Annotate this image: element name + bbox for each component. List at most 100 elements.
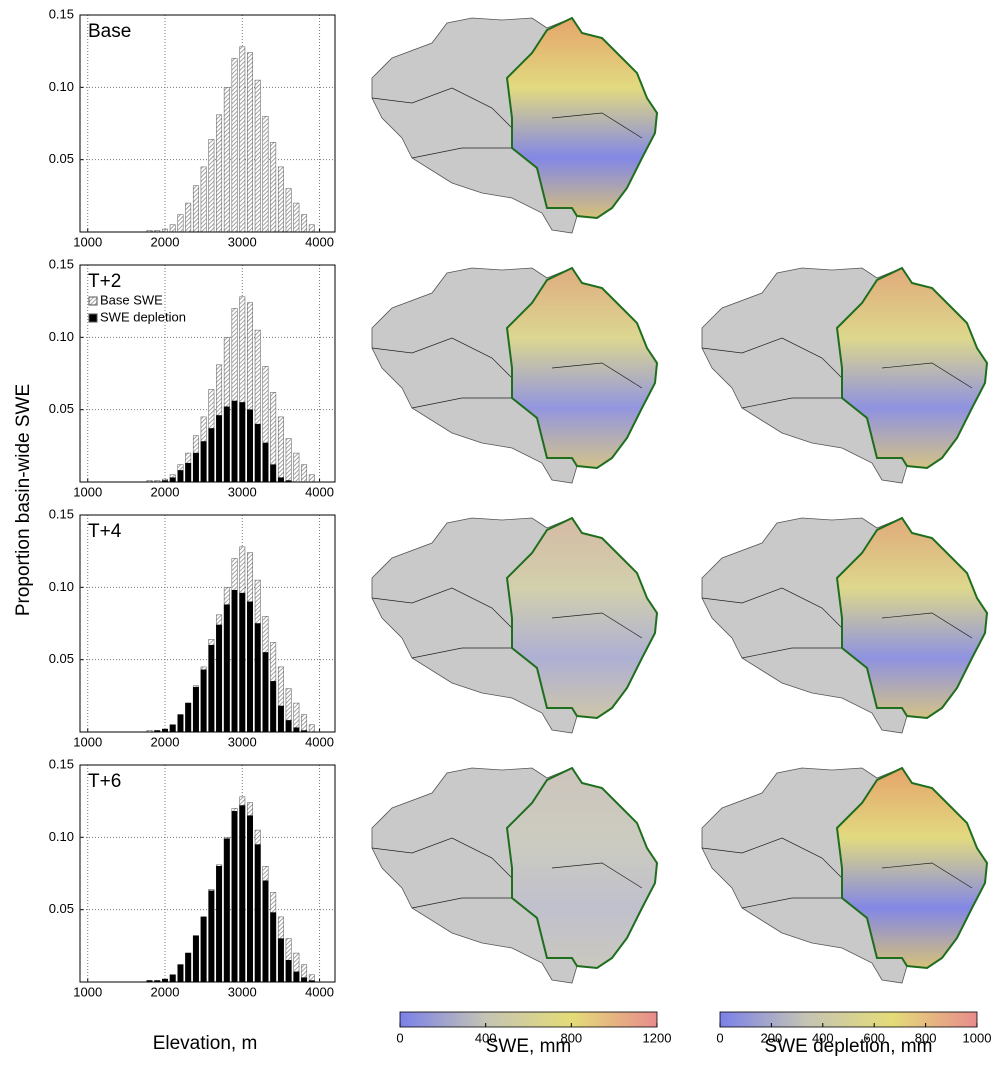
y-tick-label: 0.15: [49, 6, 74, 21]
panel-title: Base: [88, 21, 131, 42]
bar: [255, 80, 260, 232]
bar: [278, 167, 283, 232]
plot-frame: [80, 515, 335, 732]
basin-map: [372, 18, 657, 233]
bar: [240, 47, 245, 232]
panel-title: T+6: [88, 771, 121, 792]
bar: [185, 203, 190, 232]
bar: [201, 670, 206, 732]
bar: [270, 681, 275, 732]
bar: [216, 415, 221, 482]
legend-label: Base SWE: [100, 292, 163, 307]
bar: [201, 917, 206, 982]
bar: [286, 439, 291, 482]
bar: [193, 453, 198, 482]
bar: [278, 478, 283, 482]
bar: [270, 142, 275, 232]
bar: [294, 728, 299, 732]
x-tick-label: 2000: [151, 984, 180, 999]
x-tick-label: 1000: [73, 984, 102, 999]
y-tick-label: 0.15: [49, 506, 74, 521]
colorbar-label: SWE, mm: [486, 1036, 572, 1057]
colorbar-tick-label: 0: [396, 1030, 403, 1045]
bar: [294, 972, 299, 982]
bar: [294, 453, 299, 482]
bar: [263, 652, 268, 732]
x-tick-label: 1000: [73, 484, 102, 499]
x-tick-label: 3000: [228, 234, 257, 249]
bar: [263, 443, 268, 482]
basin-map: [372, 768, 657, 983]
bar: [247, 410, 252, 482]
basin-map: [702, 268, 987, 483]
bar: [170, 725, 175, 732]
y-tick-label: 0.10: [49, 829, 74, 844]
maps: [372, 18, 987, 983]
panel-title: T+2: [88, 271, 121, 292]
colorbar-label: SWE depletion, mm: [765, 1036, 933, 1057]
y-tick-label: 0.10: [49, 79, 74, 94]
x-tick-label: 3000: [228, 984, 257, 999]
bar: [178, 965, 183, 982]
bar: [216, 625, 221, 732]
bar: [263, 881, 268, 982]
bar: [178, 470, 183, 482]
x-tick-label: 2000: [151, 234, 180, 249]
bar: [209, 645, 214, 732]
bar: [201, 167, 206, 232]
bar: [170, 975, 175, 982]
bar: [224, 407, 229, 482]
colorbar: [720, 1012, 977, 1027]
bar: [278, 939, 283, 982]
bar: [193, 936, 198, 982]
bar: [170, 225, 175, 232]
bar: [193, 687, 198, 732]
bar: [240, 593, 245, 732]
x-tick-label: 3000: [228, 484, 257, 499]
y-tick-label: 0.05: [49, 651, 74, 666]
bar: [301, 215, 306, 232]
plot-frame: [80, 765, 335, 982]
bar: [224, 605, 229, 732]
y-tick-label: 0.10: [49, 579, 74, 594]
bar: [263, 116, 268, 232]
bar: [278, 417, 283, 482]
x-axis-label: Elevation, m: [153, 1033, 258, 1054]
y-tick-label: 0.05: [49, 151, 74, 166]
bar: [286, 960, 291, 982]
bar: [286, 720, 291, 732]
bar: [240, 402, 245, 482]
panel-title: T+4: [88, 521, 122, 542]
bar: [185, 463, 190, 482]
legend-label: SWE depletion: [100, 309, 186, 324]
bar: [209, 428, 214, 482]
x-tick-label: 4000: [305, 734, 334, 749]
bar: [209, 891, 214, 982]
plot-frame: [80, 15, 335, 232]
bar: [309, 725, 314, 732]
bar: [247, 602, 252, 732]
bar: [247, 816, 252, 982]
bar: [247, 53, 252, 232]
y-tick-label: 0.15: [49, 756, 74, 771]
x-tick-label: 4000: [305, 234, 334, 249]
y-tick-label: 0.15: [49, 256, 74, 271]
x-tick-label: 4000: [305, 984, 334, 999]
x-tick-label: 4000: [305, 484, 334, 499]
bar: [201, 441, 206, 482]
bar: [193, 186, 198, 232]
bar: [255, 845, 260, 982]
bar: [309, 225, 314, 232]
basin-map: [702, 518, 987, 733]
bar: [224, 87, 229, 232]
bar: [232, 401, 237, 482]
y-axis-label: Proportion basin-wide SWE: [13, 384, 34, 616]
colorbar-tick-label: 0: [716, 1030, 723, 1045]
bar: [255, 424, 260, 482]
x-tick-label: 2000: [151, 734, 180, 749]
bar: [232, 590, 237, 732]
bar: [301, 465, 306, 482]
bar: [170, 478, 175, 482]
bar: [301, 715, 306, 732]
figure: Proportion basin-wide SWE Elevation, m 0…: [0, 0, 998, 1060]
